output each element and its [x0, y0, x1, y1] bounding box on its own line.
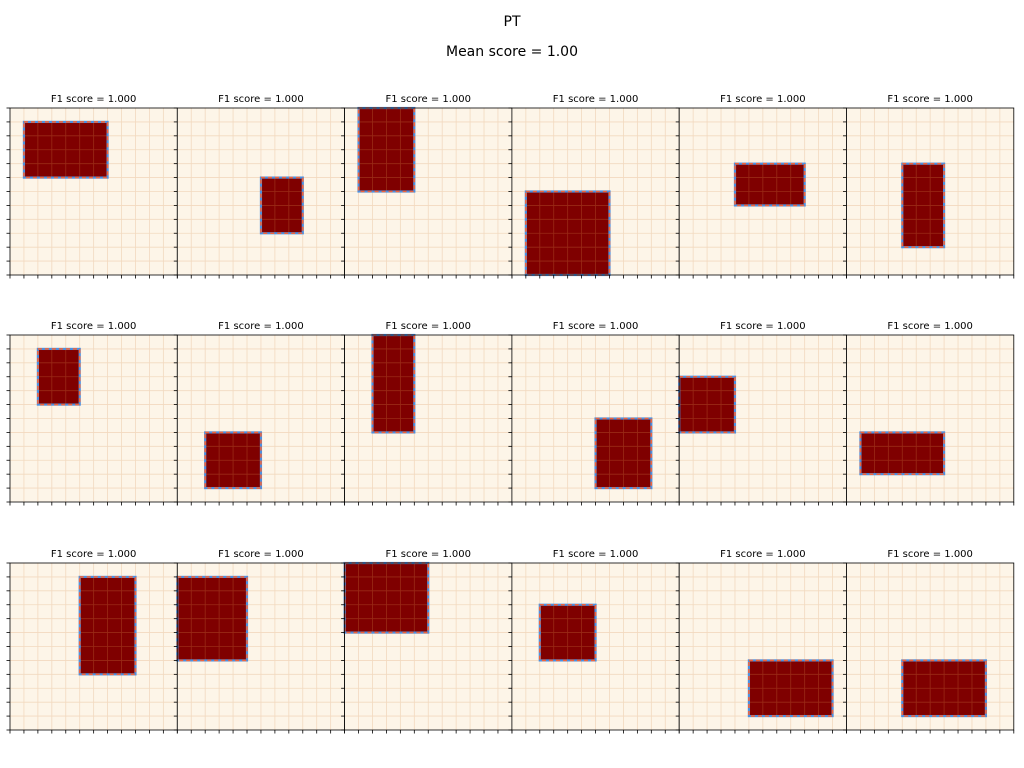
prediction-box [22, 120, 109, 179]
panel-15: F1 score = 1.000 [341, 549, 513, 734]
panel-title: F1 score = 1.000 [553, 94, 639, 105]
panel-11: F1 score = 1.000 [675, 321, 847, 506]
panel-title: F1 score = 1.000 [887, 321, 973, 332]
panel-7: F1 score = 1.000 [6, 321, 178, 506]
filled-region [372, 335, 415, 433]
panel-6: F1 score = 1.000 [843, 94, 1015, 279]
panel-title: F1 score = 1.000 [553, 549, 639, 560]
panel-14: F1 score = 1.000 [173, 549, 346, 734]
panel-title: F1 score = 1.000 [385, 94, 471, 105]
figure-subtitle: Mean score = 1.00 [446, 44, 578, 60]
prediction-box [901, 659, 988, 718]
panel-9: F1 score = 1.000 [341, 321, 513, 506]
panel-10: F1 score = 1.000 [508, 321, 680, 506]
panel-title: F1 score = 1.000 [218, 321, 304, 332]
prediction-box [259, 176, 304, 235]
panel-title: F1 score = 1.000 [218, 549, 304, 560]
panel-8: F1 score = 1.000 [173, 321, 346, 506]
panel-18: F1 score = 1.000 [843, 549, 1015, 734]
figure-title: PT [504, 14, 521, 30]
prediction-box [36, 347, 81, 406]
panel-5: F1 score = 1.000 [675, 94, 847, 279]
panel-2: F1 score = 1.000 [173, 94, 346, 279]
panel-title: F1 score = 1.000 [887, 549, 973, 560]
prediction-box [859, 431, 946, 476]
panel-title: F1 score = 1.000 [51, 549, 137, 560]
panel-1: F1 score = 1.000 [6, 94, 178, 279]
panel-title: F1 score = 1.000 [720, 549, 806, 560]
prediction-box [78, 575, 137, 676]
panel-title: F1 score = 1.000 [887, 94, 973, 105]
filled-region [734, 163, 805, 206]
panel-title: F1 score = 1.000 [51, 94, 137, 105]
panel-title: F1 score = 1.000 [385, 321, 471, 332]
prediction-box [733, 162, 806, 207]
panel-3: F1 score = 1.000 [341, 94, 513, 279]
prediction-box [747, 659, 834, 718]
panel-4: F1 score = 1.000 [508, 94, 680, 279]
panel-17: F1 score = 1.000 [675, 549, 847, 734]
panel-title: F1 score = 1.000 [385, 549, 471, 560]
panel-title: F1 score = 1.000 [51, 321, 137, 332]
panel-title: F1 score = 1.000 [218, 94, 304, 105]
panel-16: F1 score = 1.000 [508, 549, 680, 734]
prediction-box [204, 431, 263, 490]
panel-grid: F1 score = 1.000 F1 score = 1.000 F1 score… [6, 94, 1015, 734]
panel-13: F1 score = 1.000 [6, 549, 178, 734]
prediction-box [538, 603, 597, 662]
prediction-box [901, 162, 946, 249]
panel-title: F1 score = 1.000 [553, 321, 639, 332]
panel-title: F1 score = 1.000 [720, 94, 806, 105]
prediction-box [594, 417, 653, 490]
panel-title: F1 score = 1.000 [720, 321, 806, 332]
panel-12: F1 score = 1.000 [843, 321, 1015, 506]
